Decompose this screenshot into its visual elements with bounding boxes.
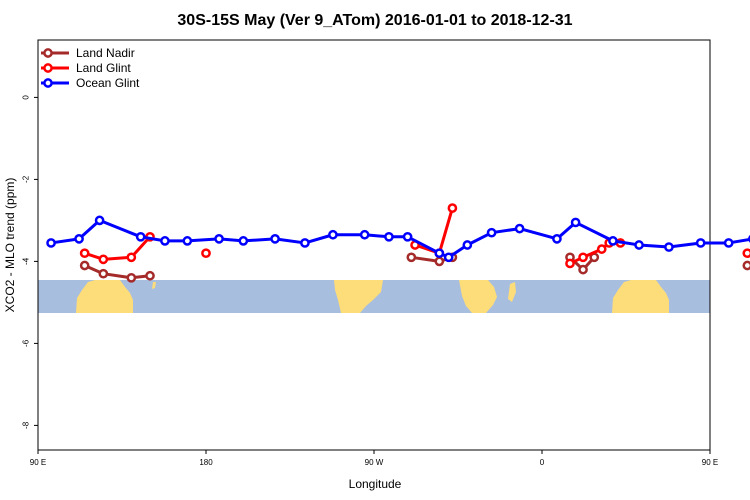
series-2-point-0-4 [160, 236, 170, 246]
chart-title: 30S-15S May (Ver 9_ATom) 2016-01-01 to 2… [177, 12, 572, 29]
land-madagascar [508, 282, 516, 302]
series-2-point-0-11 [359, 229, 370, 240]
series-0-point-1-1 [434, 256, 445, 267]
series-0-point-0-2 [126, 272, 137, 283]
series-0-point-3-0 [742, 260, 750, 271]
land-australia-west [76, 280, 133, 313]
series-2-point-0-14 [434, 248, 445, 259]
legend-marker-0 [43, 48, 53, 58]
series-2-point-0-12 [384, 231, 394, 242]
series-2-point-0-23 [664, 242, 674, 252]
series-2-point-0-3 [135, 231, 146, 242]
series-0-point-1-0 [406, 252, 417, 263]
x-tick-label-4: 90 E [702, 458, 718, 467]
series-2 [46, 215, 750, 263]
legend-label-2: Ocean Glint [76, 76, 140, 90]
series-2-point-0-18 [514, 223, 525, 234]
series-2-point-0-19 [552, 234, 562, 244]
series-2-point-0-16 [462, 240, 473, 250]
series-1-point-3-1 [578, 252, 588, 263]
y-tick-label-3: -6 [22, 339, 31, 347]
series-1-point-0-0 [79, 248, 90, 259]
x-tick-label-2: 90 W [365, 458, 384, 467]
series-2-point-0-1 [74, 234, 84, 244]
series-0-line-0 [84, 264, 151, 280]
series-2-point-0-22 [634, 240, 644, 250]
land-australia-east [612, 280, 669, 313]
series-1-point-2-2 [447, 203, 458, 213]
series-1-point-0-1 [98, 254, 109, 265]
series-2-point-0-15 [443, 252, 454, 263]
series-2-point-0-17 [486, 227, 497, 238]
land-africa [459, 280, 497, 313]
y-tick-label-4: -8 [22, 421, 31, 429]
legend-marker-1 [43, 63, 53, 73]
series-1-point-0-2 [126, 252, 137, 263]
series-1-line-2 [414, 207, 454, 255]
series-0-point-0-3 [145, 270, 155, 281]
x-tick-label-3: 0 [540, 458, 545, 467]
series-2-point-0-9 [300, 238, 310, 248]
y-tick-label-0: 0 [22, 95, 31, 100]
series-0 [79, 252, 750, 283]
series-2-point-0-5 [182, 236, 193, 246]
series-2-point-0-7 [238, 236, 249, 246]
series-2-point-0-24 [695, 238, 706, 248]
series-0-point-0-0 [79, 260, 90, 271]
series-1-point-1-0 [201, 248, 211, 259]
series-2-point-0-21 [608, 236, 618, 246]
land-south-america [334, 280, 383, 313]
series-2-point-0-2 [94, 215, 105, 226]
series-2-point-0-0 [46, 238, 56, 248]
series-layer [46, 203, 750, 283]
y-axis-label: XCO2 - MLO trend (ppm) [3, 178, 17, 313]
series-1-point-3-2 [596, 244, 607, 254]
series-2-line-0 [50, 218, 750, 259]
series-1-point-4-0 [742, 248, 750, 259]
x-tick-label-1: 180 [199, 458, 213, 467]
land-new-zealand [152, 282, 156, 289]
legend-label-1: Land Glint [76, 61, 131, 75]
y-tick-label-1: -2 [22, 175, 31, 183]
x-tick-label-0: 90 E [30, 458, 46, 467]
series-0-point-0-1 [98, 268, 109, 279]
series-0-point-2-1 [578, 264, 588, 275]
series-2-point-0-8 [270, 234, 280, 244]
series-1-line-0 [84, 235, 152, 261]
x-axis: 90 E 180 90 W 0 90 E [30, 450, 718, 467]
series-2-point-0-6 [214, 234, 224, 244]
legend-marker-2 [43, 78, 53, 88]
series-2-point-0-25 [723, 238, 734, 248]
legend-label-0: Land Nadir [76, 46, 135, 60]
series-2-point-0-10 [328, 229, 338, 240]
y-axis: 0 -2 -4 -6 -8 [22, 95, 38, 429]
x-axis-label: Longitude [349, 477, 402, 491]
series-1-point-3-0 [565, 258, 575, 269]
world-map-band [38, 280, 710, 313]
series-2-point-0-13 [402, 231, 413, 242]
y-tick-label-2: -4 [22, 257, 31, 265]
series-2-point-0-20 [570, 217, 581, 228]
